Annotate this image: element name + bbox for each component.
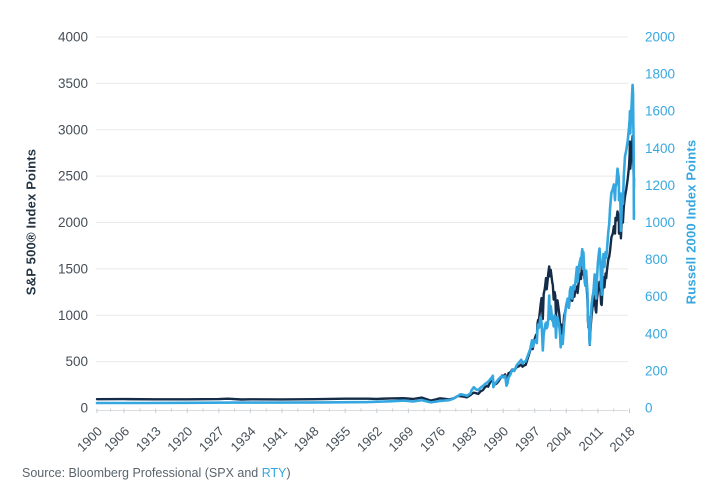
x-axis-tick-label: 1906 bbox=[101, 424, 132, 455]
x-axis-tick-label: 1969 bbox=[385, 424, 416, 455]
x-axis-tick-label: 1927 bbox=[196, 424, 227, 455]
y-axis-right-tick-label: 600 bbox=[645, 289, 668, 304]
y-axis-right-tick-label: 400 bbox=[645, 326, 668, 341]
left-axis-title: S&P 500® Index Points bbox=[23, 148, 39, 296]
x-axis-tick-label: 1983 bbox=[449, 424, 480, 455]
russell-2000-line bbox=[95, 83, 636, 405]
svg-text:1900: 1900 bbox=[74, 424, 105, 455]
y-axis-left-tick-label: 3500 bbox=[58, 76, 88, 91]
x-axis-tick-label: 1900 bbox=[74, 424, 105, 455]
y-axis-left-tick-label: 1500 bbox=[58, 261, 88, 276]
y-axis-right-tick-label: 0 bbox=[645, 401, 653, 416]
source-note: Source: Bloomberg Professional (SPX and … bbox=[22, 466, 291, 480]
x-axis-tick-label: 1962 bbox=[354, 424, 385, 455]
x-axis-tick-label: 2004 bbox=[543, 424, 574, 455]
y-axis-left-tick-label: 2000 bbox=[58, 215, 88, 230]
x-axis-tick-label: 1920 bbox=[164, 424, 195, 455]
sp500-line bbox=[95, 134, 636, 402]
svg-text:1913: 1913 bbox=[133, 424, 164, 455]
svg-text:1962: 1962 bbox=[354, 424, 385, 455]
x-axis-tick-label: 2018 bbox=[607, 424, 638, 455]
y-axis-right-tick-label: 800 bbox=[645, 252, 668, 267]
x-axis-tick-label: 1948 bbox=[291, 424, 322, 455]
x-axis-tick-label: 1990 bbox=[480, 424, 511, 455]
x-axis-tick-label: 1934 bbox=[227, 424, 258, 455]
x-axis-tick-label: 1941 bbox=[259, 424, 290, 455]
svg-text:1955: 1955 bbox=[322, 424, 353, 455]
svg-text:1948: 1948 bbox=[291, 424, 322, 455]
source-rty-link[interactable]: RTY bbox=[261, 466, 287, 480]
y-axis-left-tick-label: 0 bbox=[80, 401, 88, 416]
y-axis-right-tick-label: 1800 bbox=[645, 67, 675, 82]
svg-text:1920: 1920 bbox=[164, 424, 195, 455]
svg-text:2004: 2004 bbox=[543, 424, 574, 455]
y-axis-right-tick-label: 200 bbox=[645, 363, 668, 378]
y-axis-left-tick-label: 1000 bbox=[58, 308, 88, 323]
y-axis-right-tick-label: 1000 bbox=[645, 215, 675, 230]
x-axis-tick-label: 1913 bbox=[133, 424, 164, 455]
y-axis-left-tick-label: 2500 bbox=[58, 169, 88, 184]
y-axis-left-tick-label: 3000 bbox=[58, 122, 88, 137]
svg-text:2011: 2011 bbox=[576, 424, 606, 454]
y-axis-left-tick-label: 500 bbox=[65, 354, 88, 369]
svg-text:1983: 1983 bbox=[449, 424, 480, 455]
source-text-suffix: ) bbox=[286, 466, 291, 480]
svg-text:1969: 1969 bbox=[385, 424, 416, 455]
y-axis-right-tick-label: 2000 bbox=[645, 30, 675, 45]
y-axis-left-tick-label: 4000 bbox=[58, 30, 88, 45]
x-axis-tick-label: 1997 bbox=[512, 424, 543, 455]
svg-text:1976: 1976 bbox=[417, 424, 448, 455]
svg-text:1927: 1927 bbox=[196, 424, 227, 455]
svg-text:2018: 2018 bbox=[607, 424, 638, 455]
svg-text:1906: 1906 bbox=[101, 424, 132, 455]
svg-text:1990: 1990 bbox=[480, 424, 511, 455]
x-axis-tick-label: 2011 bbox=[576, 424, 606, 454]
y-axis-right-tick-label: 1400 bbox=[645, 141, 675, 156]
x-axis-tick-label: 1955 bbox=[322, 424, 353, 455]
svg-text:1941: 1941 bbox=[259, 424, 290, 455]
source-text: Source: Bloomberg Professional (SPX and bbox=[22, 466, 262, 480]
y-axis-right-tick-label: 1200 bbox=[645, 178, 675, 193]
right-axis-title: Russell 2000 Index Points bbox=[683, 139, 699, 305]
svg-text:1997: 1997 bbox=[512, 424, 543, 455]
svg-text:1934: 1934 bbox=[227, 424, 258, 455]
x-axis-tick-label: 1976 bbox=[417, 424, 448, 455]
y-axis-right-tick-label: 1600 bbox=[645, 104, 675, 119]
